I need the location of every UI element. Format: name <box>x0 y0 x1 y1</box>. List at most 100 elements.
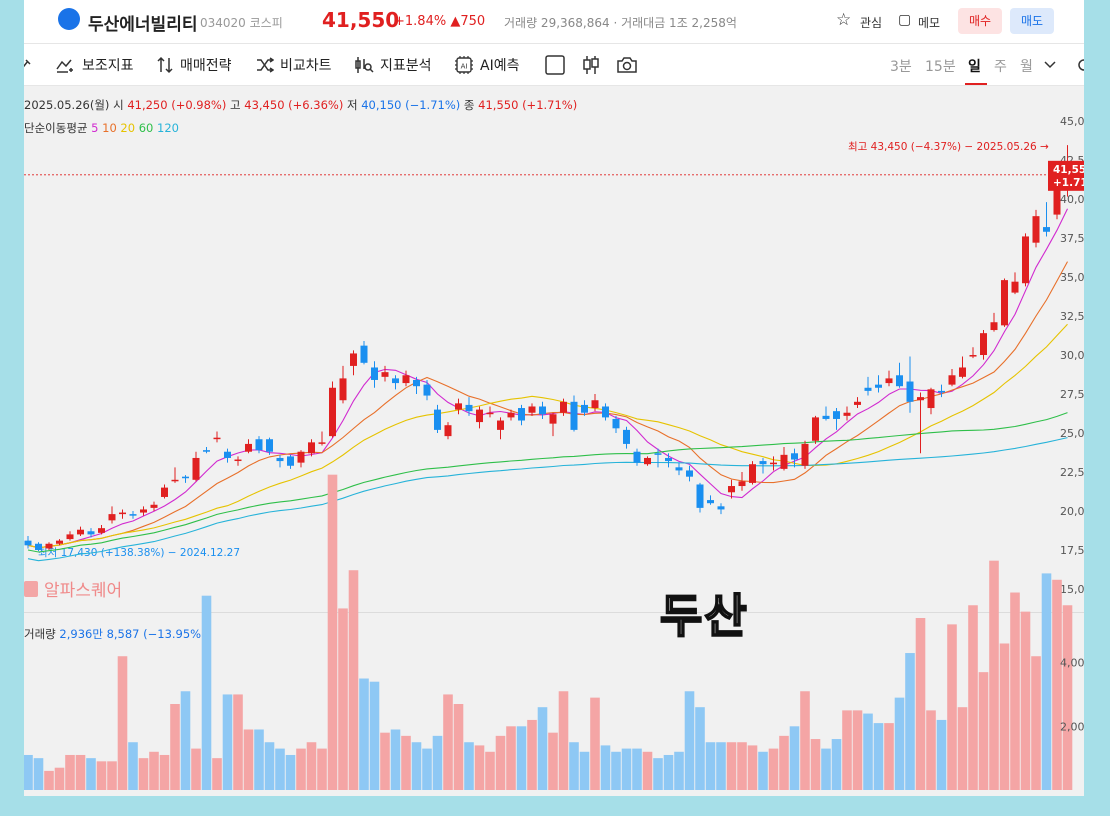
candle-body <box>77 529 84 535</box>
volume-bar <box>558 691 569 790</box>
chart-window: 두산에너빌리티 034020 코스피 41,550 +1.84% ▲750 거래… <box>24 0 1084 796</box>
volume-bar <box>254 729 264 790</box>
chevron-down-icon[interactable] <box>1044 44 1056 86</box>
tab-3min[interactable]: 3분 <box>890 59 912 75</box>
candle-body <box>108 514 116 521</box>
candle-body <box>245 443 252 452</box>
candle-body <box>602 406 609 418</box>
low-value: 40,150 (−1.71%) <box>361 98 461 112</box>
candle-body <box>812 417 819 441</box>
volume-bar <box>138 758 149 790</box>
tab-15min[interactable]: 15분 <box>925 59 956 75</box>
candle-body <box>413 379 420 387</box>
candle-search-icon <box>355 57 374 73</box>
ohlc-line: 2025.05.26(월) 시 41,250 (+0.98%) 고 43,450… <box>24 97 577 113</box>
candle-body <box>192 457 200 480</box>
candle-body <box>738 481 746 487</box>
candle-body <box>140 509 147 513</box>
stock-code: 034020 코스피 <box>200 16 283 30</box>
camera-icon[interactable] <box>616 44 638 86</box>
tab-weekly[interactable]: 주 <box>994 59 1007 75</box>
volume-bar <box>642 751 653 790</box>
buy-button[interactable]: 매수 <box>958 8 1002 34</box>
volume-bar <box>401 735 411 790</box>
volume-bar <box>159 754 170 790</box>
candle-body <box>591 400 599 409</box>
indicator-button[interactable]: 보조지표 <box>56 44 134 86</box>
volume-bar <box>779 735 789 790</box>
candle-body <box>654 453 662 455</box>
candle-body <box>581 404 588 413</box>
analysis-button[interactable]: 지표분석 <box>354 44 432 86</box>
candle-body <box>444 425 452 437</box>
volume-bar <box>600 745 611 790</box>
candle-body <box>360 345 368 363</box>
y-tick-label: 30,000 <box>1060 349 1084 362</box>
volume-bar <box>128 742 138 790</box>
volume-bar <box>684 691 695 790</box>
volume-bar <box>338 608 348 790</box>
volume-bar <box>285 754 296 790</box>
candle-body <box>938 390 945 393</box>
ai-predict-button[interactable]: AI AI예측 <box>454 44 519 86</box>
candle-body <box>392 378 399 384</box>
volume-bar <box>999 643 1010 790</box>
volume-bar <box>464 742 474 790</box>
memo-label[interactable]: 메모 <box>918 16 941 30</box>
candle-body <box>885 378 893 384</box>
volume-bar <box>1010 592 1020 790</box>
candle-body <box>455 403 462 410</box>
candle-body <box>287 456 294 466</box>
candle-body <box>539 406 546 415</box>
volume-bar <box>821 748 831 790</box>
candle-body <box>728 486 735 493</box>
ma-5: 5 <box>91 121 99 135</box>
volume-label: 거래량 <box>24 627 56 641</box>
volume-bar <box>201 595 212 790</box>
candle-body <box>644 457 651 465</box>
candle-body <box>171 479 179 482</box>
volume-tick-label: 4,000 <box>1060 657 1084 670</box>
candle-body <box>56 540 63 544</box>
candle-body <box>45 543 53 549</box>
candle-body <box>308 442 315 454</box>
tab-daily[interactable]: 일 <box>968 59 981 75</box>
ma-line-5 <box>27 208 1068 549</box>
ma-120: 120 <box>157 121 179 135</box>
tab-monthly[interactable]: 월 <box>1020 59 1033 75</box>
candle-body <box>686 470 693 477</box>
volume-summary: 거래량 29,368,864 · 거래대금 1조 2,258억 <box>504 16 737 30</box>
square-icon[interactable] <box>544 44 566 86</box>
ma-line-10 <box>27 261 1068 549</box>
memo-icon[interactable]: ▢ <box>898 12 912 28</box>
strategy-button[interactable]: 매매전략 <box>156 44 232 86</box>
candle-body <box>1001 280 1008 326</box>
candlestick-icon[interactable] <box>580 44 602 86</box>
sell-button[interactable]: 매도 <box>1010 8 1054 34</box>
compare-button[interactable]: 비교차트 <box>256 44 332 86</box>
volume-bar <box>422 748 432 790</box>
volume-bar <box>317 748 327 790</box>
volume-bar <box>359 678 369 790</box>
candle-body <box>518 408 525 421</box>
volume-bar <box>957 707 968 790</box>
volume-bar <box>527 719 537 790</box>
volume-bar <box>863 713 873 790</box>
y-tick-label: 15,000 <box>1060 583 1084 596</box>
favorite-label[interactable]: 관심 <box>860 16 883 30</box>
candle-body <box>1032 216 1040 243</box>
candle-body <box>707 500 714 504</box>
price-chart[interactable]: 45,00042,50040,00037,50035,00032,50030,0… <box>24 0 1084 796</box>
candle-body <box>234 459 242 462</box>
candle-body <box>749 464 756 483</box>
candle-body <box>66 534 74 540</box>
settings-icon[interactable] <box>1076 44 1084 86</box>
candle-body <box>150 504 158 508</box>
volume-bar <box>632 748 642 790</box>
svg-text:AI: AI <box>461 63 468 71</box>
ai-predict-label: AI예측 <box>480 58 520 74</box>
favorite-star-icon[interactable]: ☆ <box>836 10 852 30</box>
candle-body <box>833 411 840 419</box>
draw-tool-icon[interactable] <box>24 44 34 86</box>
candle-body <box>875 384 882 388</box>
